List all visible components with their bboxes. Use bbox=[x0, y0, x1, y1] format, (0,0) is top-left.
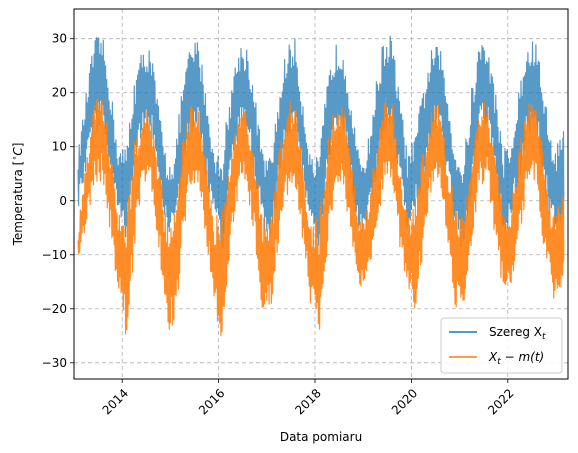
x-tick-label: 2020 bbox=[389, 386, 420, 417]
y-axis-label: Temperatura [∘C] bbox=[10, 143, 25, 247]
legend-label-szereg-sub: t bbox=[542, 332, 546, 342]
y-axis-label-degree: ∘ bbox=[10, 156, 19, 161]
y-tick-label: −10 bbox=[42, 248, 67, 262]
y-tick-label: −30 bbox=[42, 356, 67, 370]
y-tick-label: −20 bbox=[42, 302, 67, 316]
plot-frame bbox=[73, 8, 569, 380]
x-tick-label: 2014 bbox=[100, 386, 131, 417]
y-tick-label: 20 bbox=[52, 86, 67, 100]
legend: Szereg Xt Xt − m(t) bbox=[440, 317, 563, 374]
y-tick-label: 0 bbox=[59, 194, 67, 208]
legend-label-residual: Xt − m(t) bbox=[488, 350, 544, 367]
legend-label-szereg: Szereg Xt bbox=[489, 325, 546, 342]
legend-label-residual-x: X bbox=[488, 350, 498, 364]
legend-label-residual-sub: t bbox=[497, 357, 501, 367]
x-tick-label: 2022 bbox=[485, 386, 516, 417]
series-line-szereg bbox=[77, 35, 565, 249]
x-tick-label: 2016 bbox=[196, 386, 227, 417]
plot-series bbox=[77, 35, 565, 337]
y-axis-label-text: Temperatura [ bbox=[11, 161, 25, 247]
y-tick-label: 10 bbox=[52, 140, 67, 154]
x-axis-label: Data pomiaru bbox=[280, 430, 362, 444]
x-tick-label: 2018 bbox=[292, 386, 323, 417]
series-line-residual bbox=[77, 97, 565, 337]
y-axis-label-unit: C bbox=[11, 147, 25, 156]
legend-label-szereg-base: Szereg X bbox=[489, 325, 542, 339]
y-axis-label-close: ] bbox=[11, 143, 25, 148]
legend-label-residual-rest: − m(t) bbox=[501, 350, 544, 364]
y-tick-label: 30 bbox=[52, 32, 67, 46]
